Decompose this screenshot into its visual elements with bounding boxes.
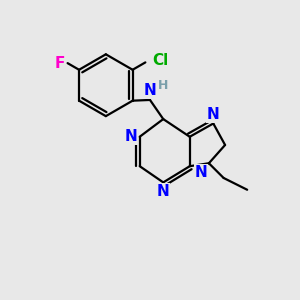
- Text: N: N: [207, 107, 220, 122]
- Text: N: N: [144, 83, 156, 98]
- Text: N: N: [124, 129, 137, 144]
- Text: N: N: [195, 165, 207, 180]
- Text: Cl: Cl: [153, 53, 169, 68]
- Text: N: N: [157, 184, 169, 199]
- Text: H: H: [158, 79, 169, 92]
- Text: F: F: [54, 56, 64, 70]
